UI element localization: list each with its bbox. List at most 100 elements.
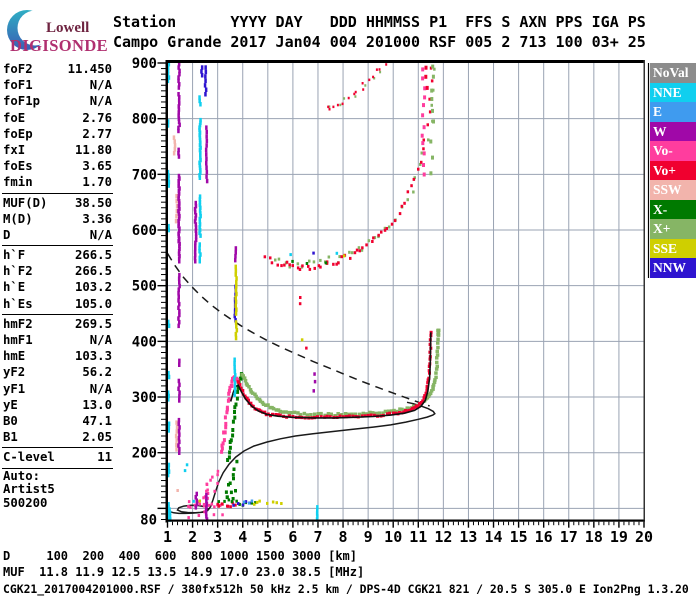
param-row-MD: M(D) 3.36	[2, 211, 113, 227]
param-label: yF2	[3, 365, 26, 380]
x-tick-label: 15	[510, 528, 528, 546]
param-label: hmF1	[3, 333, 33, 347]
param-footer-line: Auto:	[3, 468, 41, 483]
param-label: foE	[3, 110, 26, 125]
y-tick-label: 400	[132, 334, 157, 350]
param-row-hF2: h`F2 266.5	[2, 263, 113, 279]
x-tick-label: 11	[409, 528, 427, 546]
param-value: 1.70	[82, 175, 112, 190]
param-label: yF1	[3, 381, 26, 396]
y-tick-label: 300	[132, 390, 157, 406]
param-label: fxI	[3, 142, 26, 157]
param-label: foEp	[3, 126, 33, 141]
param-row-foF1p: foF1p N/A	[2, 93, 113, 109]
legend-item-E: E	[650, 102, 696, 122]
x-tick-label: 18	[585, 528, 603, 546]
y-tick-label: 900	[132, 56, 157, 72]
param-label: h`Es	[3, 296, 33, 311]
y-tick-label: 500	[132, 279, 157, 295]
param-row-D: D N/A	[2, 227, 113, 243]
param-row-fxI: fxI 11.80	[2, 142, 113, 158]
x-tick-label: 1	[163, 528, 172, 546]
param-row-hmF1: hmF1 N/A	[2, 332, 113, 348]
param-separator	[2, 313, 113, 315]
param-label: B0	[3, 413, 18, 428]
param-value: N/A	[89, 78, 112, 93]
param-row-MUFD: MUF(D) 38.50	[2, 195, 113, 211]
param-value: 103.2	[74, 280, 112, 295]
param-value: 13.0	[82, 397, 112, 412]
param-value: 2.05	[82, 430, 112, 445]
param-label: C-level	[3, 450, 55, 465]
legend-item-NNW: NNW	[650, 258, 696, 279]
x-tick-label: 17	[560, 528, 578, 546]
param-row-foF1: foF1 N/A	[2, 77, 113, 93]
param-row-B0: B0 47.1	[2, 413, 113, 429]
x-tick-label: 19	[610, 528, 628, 546]
param-footer-line: 500200	[3, 496, 48, 511]
param-value: 266.5	[74, 264, 112, 279]
y-tick-label: 80	[140, 513, 157, 529]
param-label: hmF2	[3, 316, 33, 331]
param-value: 11.450	[67, 62, 112, 76]
x-tick-label: 5	[263, 528, 272, 546]
x-tick-label: 3	[213, 528, 222, 546]
muf-table-muf-row: MUF 11.8 11.9 12.5 13.5 14.9 17.0 23.0 3…	[3, 565, 365, 579]
param-value: 103.3	[74, 349, 112, 364]
param-row-hmE: hmE 103.3	[2, 348, 113, 364]
legend-item-Vo: Vo+	[650, 160, 696, 181]
legend-item-X: X+	[650, 219, 696, 239]
param-row-hmF2: hmF2 269.5	[2, 316, 113, 332]
x-tick-label: 16	[535, 528, 553, 546]
param-row-foE: foE 2.76	[2, 110, 113, 126]
legend-item-SSW: SSW	[650, 180, 696, 200]
legend-item-SSE: SSE	[650, 238, 696, 259]
y-tick-label: 800	[132, 112, 157, 128]
param-footer-line: Artist5	[3, 482, 55, 497]
param-value: N/A	[89, 227, 112, 242]
param-row-foF2: foF2 11.450	[2, 61, 113, 77]
header-line-1: Station YYYY DAY DDD HHMMSS P1 FFS S AXN…	[113, 13, 646, 31]
param-row-yE: yE 13.0	[2, 397, 113, 413]
param-label: hmE	[3, 349, 26, 364]
x-tick-label: 2	[188, 528, 197, 546]
legend-item-NoVal: NoVal	[650, 63, 696, 83]
param-label: M(D)	[3, 211, 33, 226]
legend-item-X: X-	[650, 199, 696, 220]
x-tick-label: 4	[238, 528, 247, 546]
param-row-fmin: fmin 1.70	[2, 174, 113, 190]
x-tick-label: 10	[384, 528, 402, 546]
x-tick-label: 6	[288, 528, 297, 546]
param-row-foEp: foEp 2.77	[2, 126, 113, 142]
direction-legend: NoVal NNE E W Vo- Vo+ SSW X- X+ SSE NNW	[650, 63, 696, 279]
param-value: 2.76	[82, 110, 112, 125]
x-tick-label: 20	[635, 528, 653, 546]
param-value: N/A	[89, 94, 112, 109]
param-value: 2.77	[82, 126, 112, 141]
x-tick-label: 12	[434, 528, 452, 546]
param-separator	[2, 192, 113, 194]
x-tick-label: 14	[484, 528, 502, 546]
param-separator	[2, 447, 113, 449]
param-panel: foF2 11.450 foF1 N/A foF1p N/A foE 2.76 foEp 2.77…	[2, 61, 113, 511]
header-line-2: Campo Grande 2017 Jan04 004 201000 RSF 0…	[113, 32, 646, 51]
param-value: 11	[97, 450, 112, 465]
digisonde-logo: Lowell DIGISONDE	[7, 10, 108, 55]
logo-brand-name: DIGISONDE	[10, 36, 108, 55]
param-value: 56.2	[82, 365, 112, 380]
param-label: h`E	[3, 280, 26, 295]
param-value: N/A	[89, 333, 112, 347]
param-value: N/A	[89, 381, 112, 396]
param-value: 266.5	[74, 248, 112, 263]
legend-item-NNE: NNE	[650, 82, 696, 103]
param-separator	[2, 467, 113, 469]
muf-table: D 100 200 400 600 800 1000 1500 3000 [km…	[3, 548, 364, 580]
param-label: foEs	[3, 159, 33, 174]
param-row-hF: h`F 266.5	[2, 247, 113, 263]
header-block: Station YYYY DAY DDD HHMMSS P1 FFS S AXN…	[113, 13, 646, 52]
x-tick-label: 9	[364, 528, 373, 546]
param-label: D	[3, 227, 11, 242]
param-value: 47.1	[82, 413, 112, 428]
param-row-yF2: yF2 56.2	[2, 364, 113, 380]
